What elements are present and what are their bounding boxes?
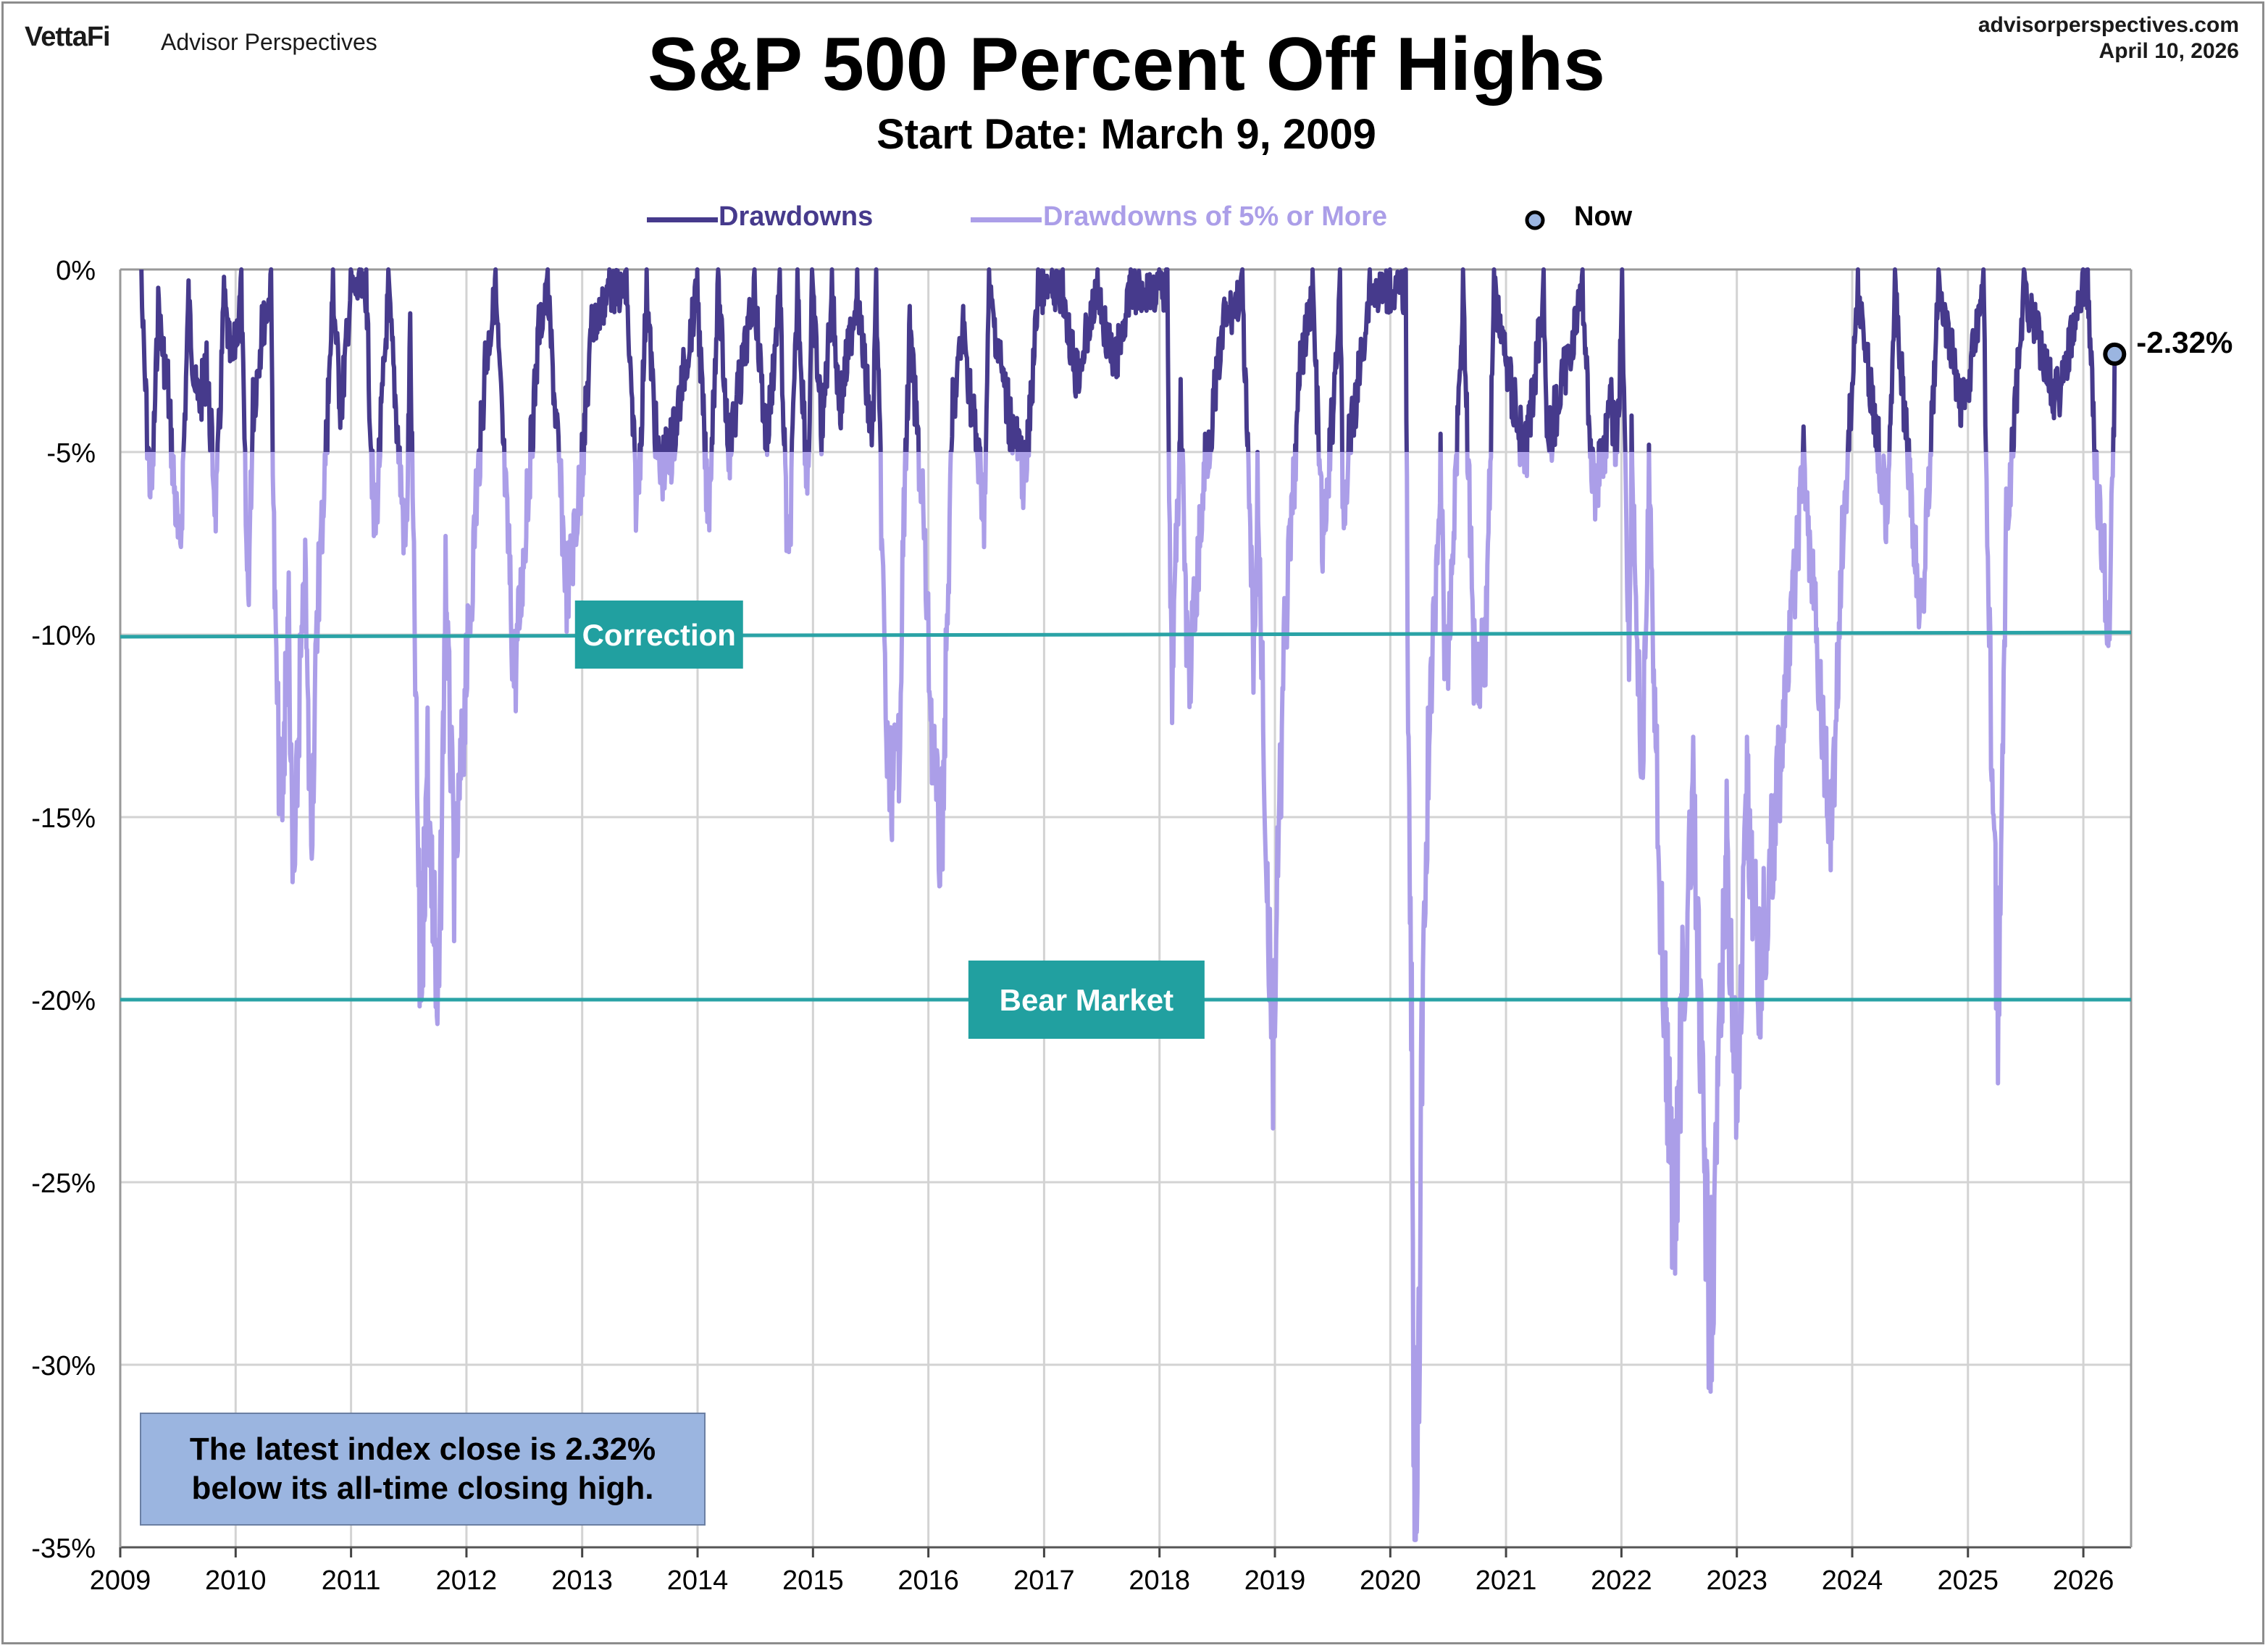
y-tick-label: -5%: [46, 438, 96, 469]
x-tick-label: 2017: [1013, 1565, 1075, 1596]
vettafi-logo: VettaFi: [25, 22, 111, 52]
reference-lines: Correction Bear Market: [120, 601, 2132, 1039]
bear-market-label: Bear Market: [1000, 983, 1173, 1017]
x-tick-label: 2021: [1476, 1565, 1537, 1596]
drawdown-series: [139, 267, 2117, 1542]
y-tick-label: -25%: [31, 1168, 96, 1199]
legend-swatch-drawdowns-5pct: [971, 217, 1042, 222]
latest-close-note: The latest index close is 2.32% below it…: [140, 1413, 706, 1526]
x-tick-label: 2015: [782, 1565, 844, 1596]
legend-now-marker: [1525, 210, 1545, 230]
y-axis-labels: 0% -5% -10% -15% -20% -25% -30% -35%: [31, 256, 96, 1564]
x-tick-label: 2009: [90, 1565, 151, 1596]
y-tick-label: 0%: [56, 256, 96, 286]
x-tick-label: 2026: [2053, 1565, 2114, 1596]
y-tick-label: -10%: [31, 621, 96, 651]
correction-label: Correction: [582, 618, 736, 652]
x-tick-label: 2014: [667, 1565, 729, 1596]
x-axis-labels: 2009 2010 2011 2012 2013 2014 2015 2016 2017 2018…: [90, 1565, 2114, 1596]
x-tick-label: 2024: [1822, 1565, 1883, 1596]
x-tick-label: 2013: [551, 1565, 613, 1596]
correction-line: [120, 630, 2132, 639]
x-tick-label: 2011: [322, 1565, 381, 1596]
latest-point: -2.32%: [2103, 325, 2233, 366]
now-value-label: -2.32%: [2136, 325, 2233, 359]
chart-subtitle: Start Date: March 9, 2009: [876, 111, 1376, 158]
correction-label-box: [574, 601, 743, 669]
y-tick-label: -35%: [31, 1534, 96, 1564]
x-tick-label: 2012: [436, 1565, 498, 1596]
now-marker: [2103, 342, 2127, 366]
site-url: advisorperspectives.com: [1978, 13, 2239, 37]
x-tick-label: 2016: [897, 1565, 959, 1596]
brand-subtitle: Advisor Perspectives: [161, 29, 377, 55]
chart-title: S&P 500 Percent Off Highs: [648, 22, 1605, 106]
x-tick-label: 2025: [1938, 1565, 1999, 1596]
x-tick-label: 2010: [205, 1565, 267, 1596]
legend-swatch-drawdowns: [647, 217, 718, 222]
y-tick-label: -20%: [31, 986, 96, 1016]
series-line-drawdowns: [139, 267, 2117, 452]
latest-close-note-line1: The latest index close is 2.32%: [189, 1431, 656, 1467]
x-tick-label: 2022: [1591, 1565, 1652, 1596]
series-line-drawdowns-5pct: [145, 452, 2116, 1542]
x-tick-label: 2019: [1244, 1565, 1306, 1596]
x-tick-label: 2023: [1706, 1565, 1767, 1596]
y-tick-label: -30%: [31, 1351, 96, 1381]
legend-label-drawdowns: Drawdowns: [719, 201, 874, 232]
report-date: April 10, 2026: [2098, 39, 2239, 63]
y-tick-label: -15%: [31, 803, 96, 834]
latest-close-note-line2: below its all-time closing high.: [191, 1471, 654, 1506]
legend-label-now: Now: [1574, 201, 1633, 232]
legend-label-drawdowns-5pct: Drawdowns of 5% or More: [1043, 201, 1388, 232]
bear-market-label-box: [968, 961, 1205, 1039]
x-tick-label: 2020: [1360, 1565, 1421, 1596]
x-tick-label: 2018: [1129, 1565, 1190, 1596]
